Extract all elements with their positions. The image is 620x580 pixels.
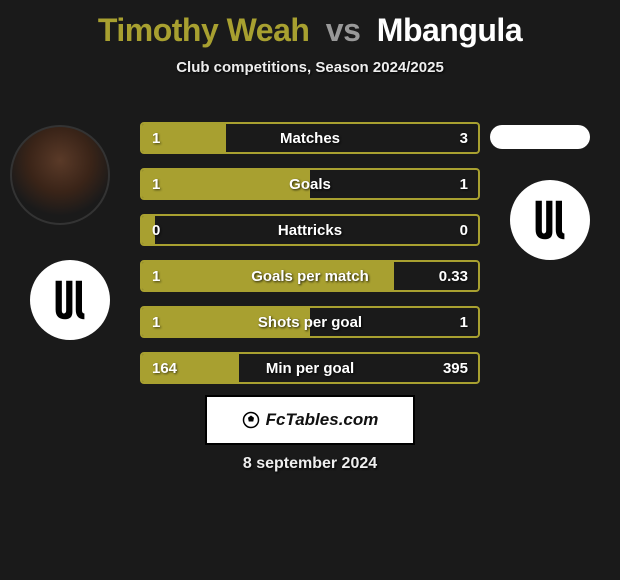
stat-value-right: 1 [460,176,468,193]
stat-row: 164Min per goal395 [140,352,480,384]
stats-container: 1Matches31Goals10Hattricks01Goals per ma… [140,122,480,398]
juventus-logo-icon [526,196,574,244]
player1-club-badge [30,260,110,340]
source-label: FcTables.com [266,410,379,430]
stat-value-right: 3 [460,130,468,147]
player1-avatar [10,125,110,225]
stat-label: Goals [142,176,478,193]
stat-value-right: 1 [460,314,468,331]
stat-label: Goals per match [142,268,478,285]
stat-row: 1Shots per goal1 [140,306,480,338]
stat-value-right: 395 [443,360,468,377]
stat-row: 1Matches3 [140,122,480,154]
stat-label: Hattricks [142,222,478,239]
vs-text: vs [326,12,361,48]
player2-club-badge [510,180,590,260]
stat-row: 1Goals1 [140,168,480,200]
stat-label: Matches [142,130,478,147]
subtitle: Club competitions, Season 2024/2025 [0,59,620,76]
soccer-ball-icon [242,411,260,429]
juventus-logo-icon [46,276,94,324]
source-badge[interactable]: FcTables.com [205,395,415,445]
stat-label: Shots per goal [142,314,478,331]
stat-row: 0Hattricks0 [140,214,480,246]
stat-label: Min per goal [142,360,478,377]
player2-avatar [490,125,590,149]
stat-row: 1Goals per match0.33 [140,260,480,292]
stat-value-right: 0.33 [439,268,468,285]
stat-value-right: 0 [460,222,468,239]
date-label: 8 september 2024 [0,455,620,473]
player2-name: Mbangula [377,12,522,48]
comparison-title: Timothy Weah vs Mbangula [0,0,620,49]
player1-name: Timothy Weah [98,12,310,48]
